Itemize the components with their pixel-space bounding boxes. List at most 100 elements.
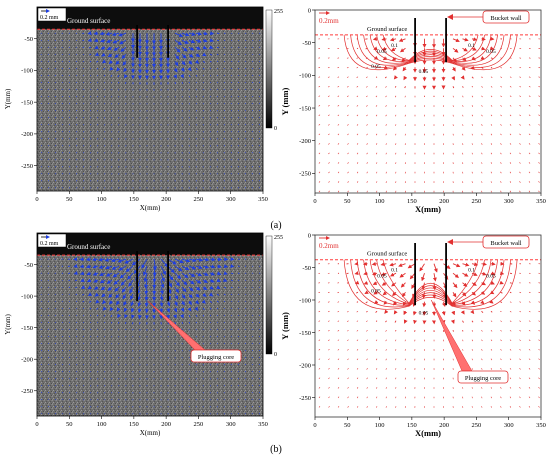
vector-arrow bbox=[223, 53, 226, 55]
vector-arrow bbox=[216, 46, 219, 49]
vector-arrow bbox=[69, 398, 71, 401]
vector-arrow bbox=[500, 320, 502, 323]
vector-arrow bbox=[83, 391, 85, 394]
vector-arrow bbox=[104, 377, 106, 380]
vector-arrow bbox=[152, 266, 157, 277]
vector-arrow bbox=[124, 81, 127, 85]
vector-arrow bbox=[101, 52, 106, 57]
vector-arrow bbox=[519, 396, 521, 399]
vector-arrow bbox=[375, 114, 378, 117]
vector-arrow bbox=[509, 105, 512, 107]
vector-arrow bbox=[318, 339, 321, 341]
vector-arrow bbox=[251, 67, 254, 69]
vector-arrow bbox=[251, 363, 254, 366]
vector-arrow bbox=[509, 133, 512, 136]
vector-arrow bbox=[41, 180, 43, 182]
vector-arrow bbox=[393, 75, 398, 80]
vector-arrow bbox=[538, 348, 540, 351]
vector-arrow bbox=[93, 285, 99, 290]
vector-arrow bbox=[347, 181, 349, 183]
vector-arrow bbox=[357, 406, 359, 408]
vector-arrow bbox=[75, 300, 78, 302]
vector-arrow bbox=[258, 398, 260, 401]
contour-line bbox=[369, 259, 492, 305]
vector-arrow bbox=[209, 391, 211, 394]
vector-arrow bbox=[528, 396, 531, 399]
vector-arrow bbox=[76, 412, 78, 415]
vector-arrow bbox=[519, 301, 522, 303]
vector-arrow bbox=[223, 342, 226, 345]
vector-arrow bbox=[490, 280, 495, 285]
vector-arrow bbox=[62, 384, 64, 387]
vector-arrow bbox=[328, 377, 330, 380]
vector-arrow bbox=[202, 335, 204, 338]
vector-arrow bbox=[490, 152, 493, 155]
vector-arrow bbox=[83, 398, 85, 401]
vector-arrow bbox=[111, 342, 113, 345]
vector-arrow bbox=[318, 124, 321, 126]
vector-arrow bbox=[104, 363, 106, 366]
vector-arrow bbox=[181, 89, 183, 91]
vector-arrow bbox=[481, 162, 483, 164]
vector-arrow bbox=[115, 293, 120, 299]
vector-arrow bbox=[251, 130, 254, 133]
vector-arrow bbox=[144, 301, 149, 308]
vector-arrow bbox=[509, 152, 512, 155]
vector-arrow bbox=[40, 328, 43, 330]
vector-arrow bbox=[244, 102, 247, 105]
vector-arrow bbox=[111, 131, 113, 133]
vector-arrow bbox=[258, 123, 261, 126]
vector-arrow bbox=[188, 110, 190, 112]
vector-arrow bbox=[208, 292, 214, 297]
vector-arrow bbox=[114, 53, 120, 59]
vector-arrow bbox=[393, 310, 398, 315]
vector-arrow bbox=[118, 265, 127, 271]
vector-arrow bbox=[195, 67, 199, 71]
vector-arrow bbox=[244, 166, 246, 168]
vector-arrow bbox=[216, 412, 218, 415]
vector-arrow bbox=[223, 95, 226, 98]
vector-arrow bbox=[180, 73, 184, 79]
vector-arrow bbox=[195, 335, 197, 338]
vector-arrow bbox=[490, 76, 493, 79]
vector-arrow bbox=[337, 301, 340, 303]
vector-arrow bbox=[76, 398, 78, 401]
x-tick-label: 150 bbox=[407, 198, 417, 205]
vector-arrow bbox=[110, 321, 113, 324]
vector-arrow bbox=[500, 114, 502, 117]
vector-arrow bbox=[202, 38, 208, 43]
vector-arrow bbox=[372, 36, 378, 41]
vector-arrow bbox=[385, 387, 387, 389]
vector-arrow bbox=[356, 396, 359, 399]
vector-arrow bbox=[251, 88, 254, 91]
vector-arrow bbox=[48, 405, 50, 408]
vector-arrow bbox=[103, 314, 106, 317]
vector-arrow bbox=[452, 86, 455, 89]
vector-arrow bbox=[47, 363, 50, 366]
vector-arrow bbox=[381, 46, 387, 51]
vector-arrow bbox=[89, 314, 92, 317]
vector-arrow bbox=[392, 291, 397, 297]
vector-arrow bbox=[471, 320, 474, 323]
vector-arrow bbox=[490, 387, 492, 389]
vector-arrow bbox=[258, 88, 261, 91]
vector-arrow bbox=[337, 396, 340, 399]
vector-arrow bbox=[347, 162, 349, 164]
vector-arrow bbox=[244, 116, 247, 119]
vector-arrow bbox=[519, 143, 521, 145]
vector-arrow bbox=[85, 257, 92, 262]
vector-arrow bbox=[131, 314, 135, 319]
vector-arrow bbox=[40, 81, 43, 83]
vector-arrow bbox=[223, 328, 226, 331]
vector-arrow bbox=[90, 152, 92, 154]
vector-arrow bbox=[88, 46, 92, 49]
vector-arrow bbox=[356, 67, 359, 69]
vector-arrow bbox=[104, 124, 106, 126]
vector-arrow bbox=[40, 377, 43, 380]
vector-arrow bbox=[538, 329, 540, 332]
vector-arrow bbox=[481, 95, 483, 98]
vector-arrow bbox=[216, 187, 218, 189]
vector-arrow bbox=[375, 76, 378, 78]
x-tick-label: 0 bbox=[313, 422, 316, 429]
vector-arrow bbox=[337, 152, 340, 155]
